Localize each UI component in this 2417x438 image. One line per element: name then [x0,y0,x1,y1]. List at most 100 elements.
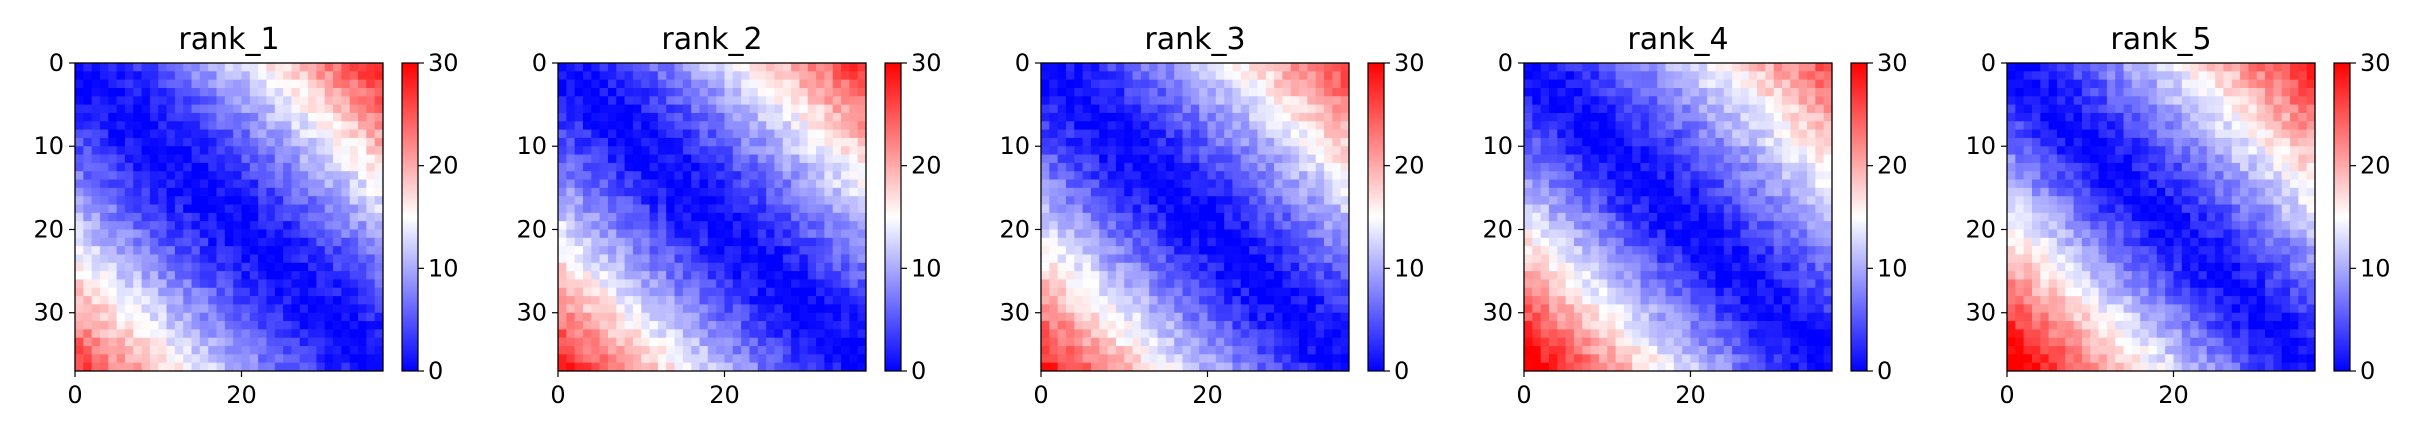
heatmap-cell [1707,237,1716,247]
heatmap-cell [1041,254,1050,264]
heatmap-cell [75,337,84,347]
heatmap-cell [749,96,759,106]
heatmap-cell [1065,112,1075,122]
heatmap-cell [599,104,609,114]
heatmap-cell [1041,287,1050,297]
heatmap-cell [1798,237,1808,247]
heatmap-cell [682,279,692,289]
heatmap-cell [1307,304,1317,314]
heatmap-cell [374,346,384,355]
heatmap-cell [308,337,317,347]
heatmap-cell [1199,96,1208,106]
heatmap-cell [358,212,367,222]
heatmap-cell [1657,129,1666,139]
heatmap-cell [741,346,750,355]
heatmap-cell [1232,296,1242,305]
heatmap-cell [233,346,242,355]
heatmap-cell [91,346,101,355]
heatmap-cell [349,329,359,339]
heatmap-cell [316,179,326,189]
heatmap-cell [1332,87,1342,97]
heatmap-cell [141,112,151,122]
heatmap-cell [108,162,118,172]
heatmap-cell [116,112,126,122]
heatmap-cell [757,79,767,89]
heatmap-cell [149,221,159,230]
heatmap-cell [224,254,234,264]
heatmap-cell [124,179,134,189]
heatmap-cell [299,221,309,230]
heatmap-cell [1540,187,1550,197]
heatmap-cell [674,312,684,322]
heatmap-cell [308,304,317,314]
heatmap-cell [1265,329,1275,339]
heatmap-cell [657,229,667,239]
heatmap-cell [574,87,584,97]
heatmap-cell [566,287,576,297]
heatmap-cell [1673,87,1683,97]
heatmap-cell [1224,196,1233,205]
heatmap-cell [558,221,567,230]
heatmap-cell [1041,63,1050,72]
heatmap-cell [674,304,684,314]
heatmap-cell [1557,63,1567,72]
heatmap-cell [224,96,234,106]
heatmap-cell [832,162,842,172]
heatmap-cell [699,287,709,297]
heatmap-cell [183,121,192,130]
heatmap-cell [1732,121,1741,130]
heatmap-cell [1224,187,1233,197]
heatmap-cell [1049,246,1059,255]
heatmap-cell [316,96,326,106]
heatmap-cell [1249,71,1258,81]
heatmap-cell [1324,96,1333,106]
heatmap-cell [241,254,251,264]
heatmap-cell [183,321,192,330]
heatmap-cell [108,321,118,330]
heatmap-cell [199,63,209,72]
heatmap-cell [857,87,867,97]
heatmap-cell [1249,362,1258,372]
heatmap-cell [91,321,101,330]
heatmap-cell [316,146,326,155]
heatmap-cell [158,63,167,72]
heatmap-cell [208,146,217,155]
heatmap-cell [1265,254,1275,264]
heatmap-cell [1099,321,1108,330]
heatmap-cell [249,129,259,139]
heatmap-cell [1740,71,1750,81]
heatmap-cell [757,146,767,155]
heatmap-cell [1107,304,1117,314]
heatmap-cell [757,154,767,164]
heatmap-cell [191,112,201,122]
heatmap-cell [108,246,118,255]
heatmap-cell [1224,312,1233,322]
heatmap-cell [1124,154,1133,164]
heatmap-cell [816,337,825,347]
heatmap-cell [841,212,850,222]
heatmap-cell [724,87,734,97]
heatmap-cell [766,304,775,314]
heatmap-cell [558,229,567,239]
heatmap-cell [341,129,351,139]
heatmap-cell [308,129,317,139]
heatmap-cell [1265,246,1275,255]
y-tick-label: 10 [33,132,64,160]
heatmap-cell [824,137,834,147]
heatmap-cell [766,354,775,364]
heatmap-cell [616,362,625,372]
heatmap-cell [649,212,659,222]
heatmap-cell [682,229,692,239]
heatmap-cell [1049,271,1059,280]
heatmap-cell [333,162,342,172]
heatmap-cell [1307,112,1317,122]
heatmap-cell [841,146,850,155]
heatmap-cell [799,329,809,339]
heatmap-cell [1524,237,1533,247]
heatmap-cell [266,112,276,122]
heatmap-cell [366,329,376,339]
heatmap-cell [774,212,784,222]
heatmap-cell [224,229,234,239]
heatmap-cell [1557,196,1567,205]
heatmap-cell [1540,146,1550,155]
